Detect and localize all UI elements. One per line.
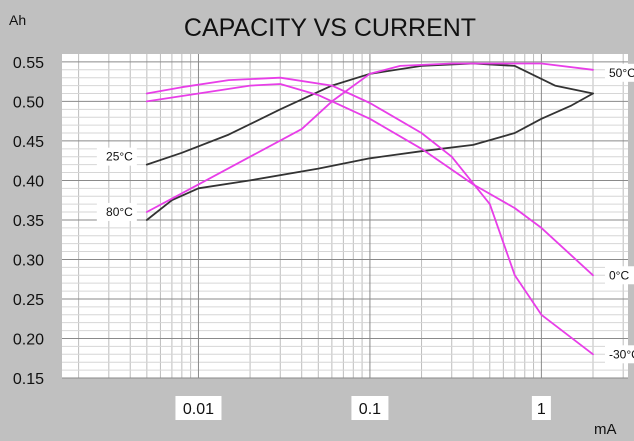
series-label-2: 50°C (605, 63, 634, 82)
x-tick-label-text: 0.1 (359, 401, 381, 418)
x-tick-label-text: 0.01 (183, 401, 214, 418)
series-label-1: 80°C (96, 202, 137, 221)
series-line-2 (145, 62, 594, 213)
series-label-bg (96, 202, 137, 221)
x-tick-label-bg (175, 396, 222, 420)
series-label-3: 0°C (605, 266, 634, 285)
x-axis-label: mA (594, 421, 617, 438)
series-label-0: 25°C (96, 147, 137, 166)
y-tick-label: 0.25 (13, 292, 44, 309)
y-tick-label: 0.35 (13, 213, 44, 230)
series-layer (145, 62, 594, 356)
grid-major (62, 54, 628, 379)
x-tick-label-bg (531, 396, 551, 420)
y-tick-label: 0.40 (13, 173, 44, 190)
series-label-text: 25°C (106, 150, 133, 164)
series-label-text: 0°C (609, 268, 629, 282)
y-tick-label: 0.15 (13, 371, 44, 388)
y-tick-label: 0.45 (13, 134, 44, 151)
x-tick-label-bg (351, 396, 389, 420)
x-tick-label: 0.1 (351, 396, 389, 420)
y-axis-label: Ah (9, 12, 26, 28)
series-line-3 (145, 83, 594, 277)
series-label-bg (605, 63, 634, 82)
y-tick-label: 0.20 (13, 331, 44, 348)
series-label-bg (96, 147, 137, 166)
series-label-text: 50°C (609, 66, 634, 80)
series-label-text: -30°C (609, 347, 634, 361)
y-tick-label: 0.50 (13, 94, 44, 111)
grid-minor (62, 54, 628, 378)
series-label-4: -30°C (605, 345, 634, 364)
series-labels: 25°C 80°C 50°C 0°C -30°C (96, 63, 634, 364)
series-label-bg (605, 345, 634, 364)
series-line-4 (145, 76, 594, 356)
y-tick-label: 0.30 (13, 252, 44, 269)
x-tick-label-text: 1 (537, 401, 546, 418)
series-label-text: 80°C (106, 205, 133, 219)
x-tick-label: 0.01 (175, 396, 222, 420)
chart-title: CAPACITY VS CURRENT (184, 14, 476, 42)
y-tick-label: 0.55 (13, 55, 44, 72)
x-tick-label: 1 (531, 396, 551, 420)
series-line-1 (145, 92, 594, 221)
axis-tick-labels: 0.15 0.20 0.25 0.30 0.35 0.40 0.45 0.50 0.55 0.01… (13, 55, 551, 420)
series-label-bg (605, 266, 634, 285)
